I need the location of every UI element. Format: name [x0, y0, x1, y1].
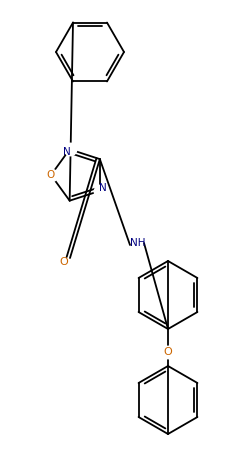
Text: O: O	[163, 347, 172, 357]
Text: O: O	[47, 170, 55, 180]
Text: N: N	[99, 183, 106, 193]
Text: NH: NH	[130, 238, 145, 248]
Text: N: N	[62, 147, 70, 157]
Text: O: O	[59, 257, 68, 267]
